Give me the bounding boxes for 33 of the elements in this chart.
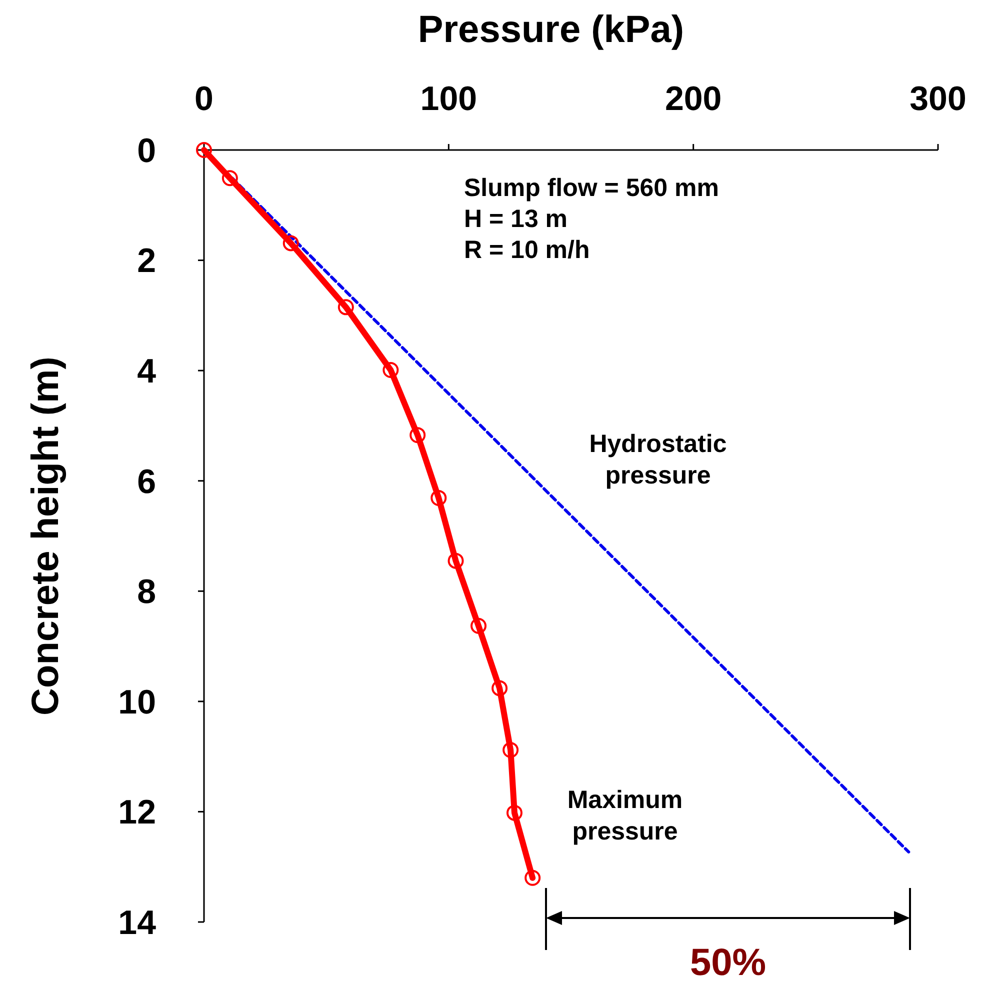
text: 50% <box>690 942 766 981</box>
y-axis-title: Concrete height (m) <box>25 356 67 716</box>
y-tick-label: 4 <box>137 352 156 390</box>
point <box>524 870 541 886</box>
x-tick-label: 0 <box>194 80 214 118</box>
point <box>430 490 447 506</box>
annotation: Slump flow = 560 mm <box>464 174 719 202</box>
point <box>492 680 508 696</box>
x-axis-title: Pressure (kPa) <box>418 9 684 51</box>
point <box>448 552 464 569</box>
annotation: R = 10 m/h <box>464 236 590 264</box>
y-tick-label: 0 <box>137 132 156 170</box>
y-tick-label: 2 <box>137 242 156 280</box>
annotation: H = 13 m <box>464 205 568 233</box>
point <box>196 142 212 158</box>
point <box>410 427 426 444</box>
x-tick-label: 300 <box>910 80 966 118</box>
x-tick-label: 200 <box>664 80 722 118</box>
x-tick-label: 100 <box>420 80 478 118</box>
annotation: Hydrostatic pressure <box>589 430 727 490</box>
point <box>502 742 519 758</box>
y-tick-label: 10 <box>118 683 156 722</box>
point <box>470 618 487 634</box>
point <box>382 362 399 378</box>
y-tick-label: 14 <box>118 904 156 942</box>
point <box>282 235 299 252</box>
y-tick-label: 12 <box>118 794 156 832</box>
y-tick-label: 6 <box>137 462 156 501</box>
point <box>222 170 238 186</box>
annotation: Maximum pressure <box>567 786 683 846</box>
point <box>506 804 522 821</box>
point <box>338 299 354 316</box>
y-tick-label: 8 <box>137 573 156 612</box>
